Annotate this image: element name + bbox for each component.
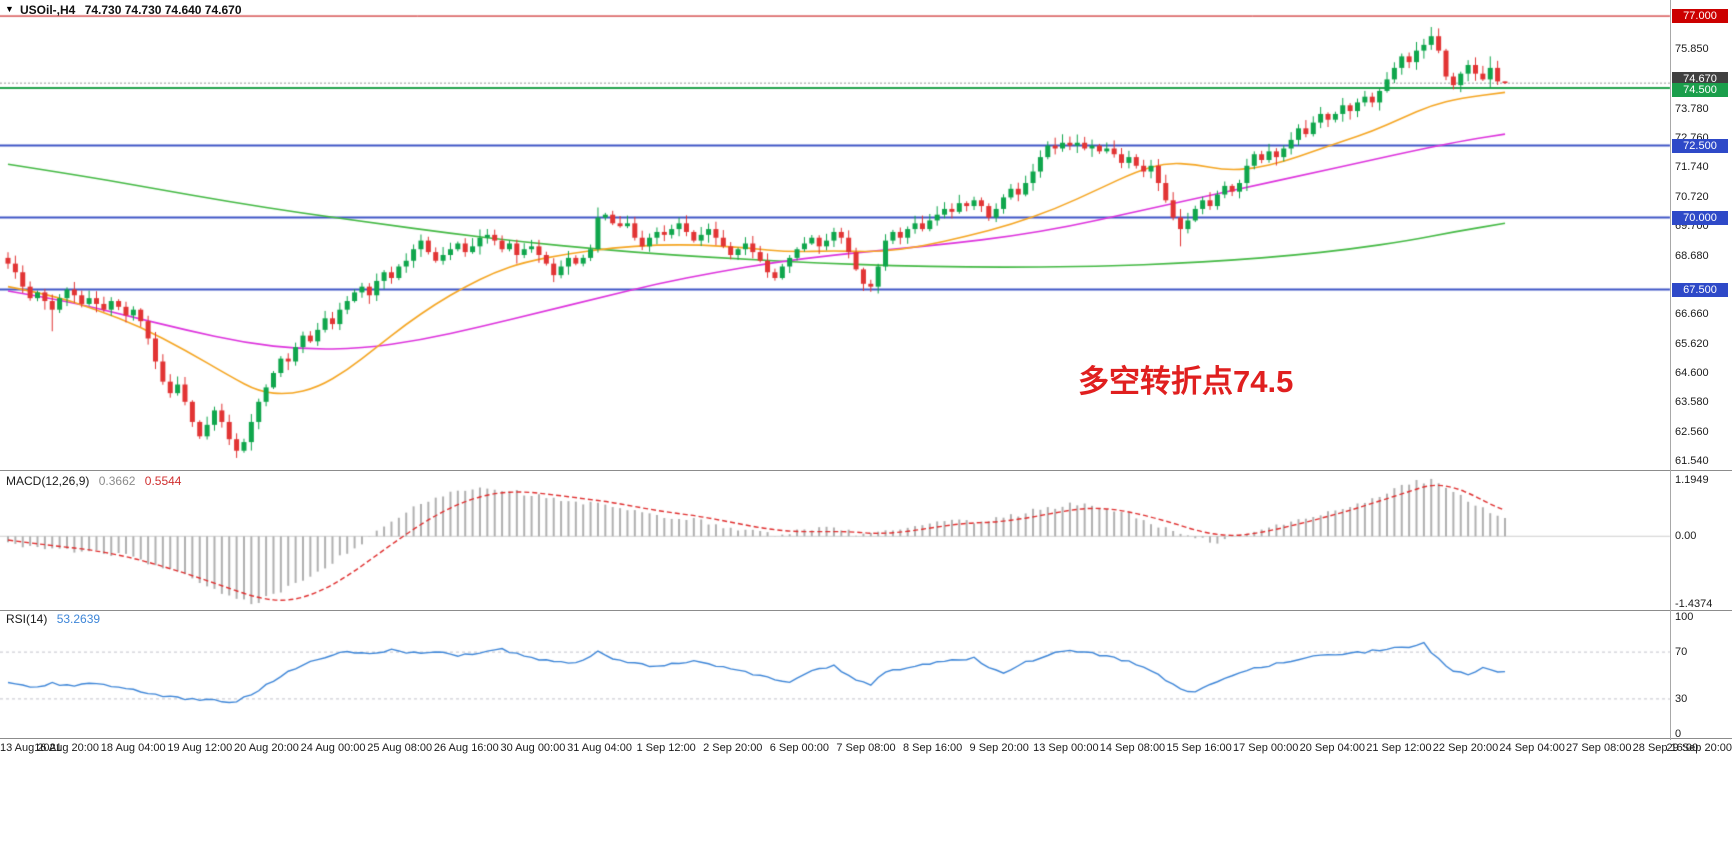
- rsi-axis-label: 100: [1675, 611, 1694, 623]
- macd-axis-label: 0.00: [1675, 530, 1697, 543]
- price-axis-label: 68.680: [1675, 249, 1709, 262]
- time-axis-label: 30 Aug 00:00: [500, 742, 566, 754]
- rsi-value: 53.2639: [56, 612, 101, 626]
- time-axis-label: 17 Sep 00:00: [1232, 742, 1299, 754]
- price-axis-label: 71.740: [1675, 161, 1709, 174]
- macd-signal-value: 0.5544: [144, 474, 182, 488]
- time-axis-label: 22 Sep 20:00: [1432, 742, 1499, 754]
- rsi-axis-label: 0: [1675, 728, 1682, 740]
- rsi-axis-label: 30: [1675, 692, 1688, 705]
- panel-separator-rsi-time: [0, 738, 1732, 739]
- panel-separator-macd-rsi[interactable]: [0, 610, 1732, 611]
- time-axis-label: 13 Aug 2021: [0, 742, 62, 754]
- time-axis-label: 8 Sep 16:00: [902, 742, 963, 754]
- time-axis-label: 13 Sep 00:00: [1033, 742, 1099, 754]
- time-axis-label: 26 Aug 16:00: [433, 742, 499, 754]
- time-axis-label: 27 Sep 08:00: [1566, 742, 1632, 754]
- time-axis-label: 6 Sep 00:00: [769, 742, 830, 754]
- time-axis-label: 31 Aug 04:00: [567, 742, 632, 754]
- price-axis-label: 66.660: [1675, 307, 1709, 320]
- symbol-dropdown-icon[interactable]: ▼: [5, 4, 14, 14]
- time-axis-label: 7 Sep 08:00: [836, 742, 896, 754]
- time-axis-label: 19 Aug 12:00: [167, 742, 233, 754]
- macd-axis-label: 1.1949: [1675, 474, 1709, 486]
- time-axis-label: 18 Aug 04:00: [100, 742, 166, 754]
- rsi-axis-label: 70: [1675, 646, 1688, 659]
- time-axis-label: 24 Sep 04:00: [1499, 742, 1565, 754]
- price-tag-70.000: 70.000: [1672, 210, 1728, 225]
- price-tag-74.500: 74.500: [1672, 83, 1728, 98]
- price-axis-label: 70.720: [1675, 190, 1709, 203]
- macd-main-value: 0.3662: [98, 474, 136, 488]
- time-axis-label: 29 Sep 20:00: [1666, 742, 1732, 754]
- chart-ohlc-values: 74.730 74.730 74.640 74.670: [84, 3, 242, 17]
- time-axis-label: 1 Sep 12:00: [636, 742, 696, 754]
- time-axis-label: 14 Sep 08:00: [1099, 742, 1166, 754]
- rsi-indicator-label: RSI(14) 53.2639: [6, 612, 100, 626]
- macd-indicator-label: MACD(12,26,9) 0.3662 0.5544: [6, 474, 181, 488]
- time-axis-label: 16 Aug 20:00: [34, 742, 100, 754]
- price-tag-72.500: 72.500: [1672, 138, 1728, 153]
- time-axis-label: 20 Sep 04:00: [1299, 742, 1366, 754]
- time-axis-label: 20 Aug 20:00: [234, 742, 299, 754]
- price-tag-67.500: 67.500: [1672, 282, 1728, 297]
- time-axis-label: 28 Sep 16:00: [1632, 742, 1699, 754]
- time-axis-label: 25 Aug 08:00: [367, 742, 433, 754]
- price-tag-77.000: 77.000: [1672, 9, 1728, 24]
- panel-separator-main-macd[interactable]: [0, 470, 1732, 471]
- time-axis-label: 2 Sep 20:00: [703, 742, 763, 754]
- chart-title: USOil-,H4 74.730 74.730 74.640 74.670: [20, 3, 242, 17]
- macd-name: MACD(12,26,9): [6, 474, 90, 488]
- price-axis-label: 63.580: [1675, 396, 1709, 409]
- time-axis-label: 9 Sep 20:00: [969, 742, 1029, 754]
- price-axis-label: 75.850: [1675, 43, 1709, 56]
- time-axis-label: 24 Aug 00:00: [300, 742, 366, 754]
- chart-symbol-period: USOil-,H4: [20, 3, 76, 17]
- time-axis-label: 21 Sep 12:00: [1366, 742, 1432, 754]
- price-tag-74.670: 74.670: [1672, 72, 1728, 87]
- annotation-text: 多空转折点74.5: [1078, 364, 1294, 399]
- time-axis-label: 15 Sep 16:00: [1166, 742, 1232, 754]
- price-axis-label: 64.600: [1675, 367, 1709, 379]
- macd-axis-label: -1.4374: [1675, 598, 1713, 610]
- price-axis-border[interactable]: [1670, 0, 1671, 740]
- price-axis-label: 61.540: [1675, 455, 1709, 468]
- rsi-name: RSI(14): [6, 612, 48, 626]
- price-axis-label: 73.780: [1675, 102, 1709, 115]
- price-axis-label: 62.560: [1675, 425, 1709, 438]
- price-axis-label: 65.620: [1675, 337, 1709, 350]
